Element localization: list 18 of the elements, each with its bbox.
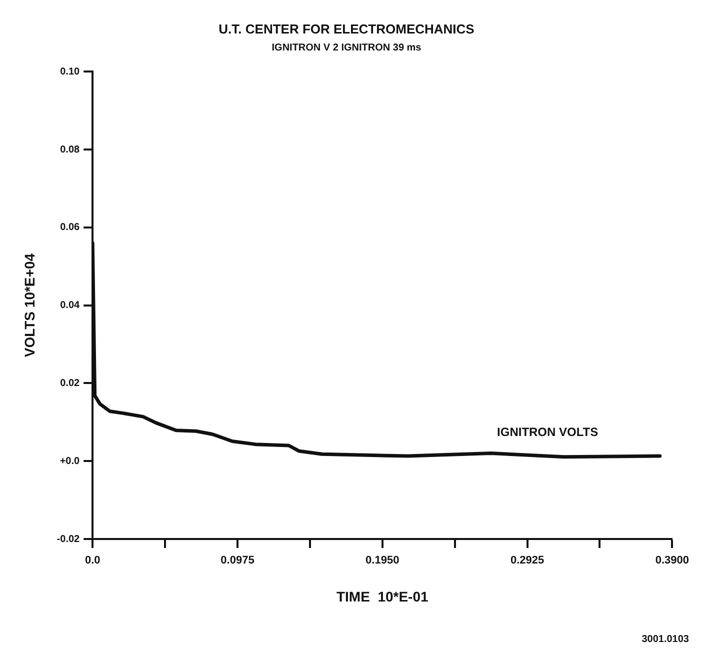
text: 3001.0103	[642, 634, 690, 645]
x-tick-label: 0.0975	[220, 554, 254, 567]
x-tick-label: 0.1950	[366, 554, 400, 567]
y-tick-label: 0.06	[60, 222, 80, 234]
chart-subtitle: IGNITRON V 2 IGNITRON 39 ms	[272, 42, 422, 54]
x-axis-title: TIME 10*E-01	[336, 588, 428, 604]
chart-title: U.T. CENTER FOR ELECTROMECHANICS	[218, 21, 475, 36]
x-tick-label: 0.3900	[655, 554, 690, 567]
annotation: IGNITRON VOLTS	[497, 424, 598, 439]
y-tick-label: 0.08	[60, 144, 80, 156]
x-tick-label: 0.0	[84, 554, 100, 567]
y-tick-label: 0.04	[60, 300, 80, 312]
y-tick-label: -0.02	[56, 534, 80, 545]
y-tick-label: +0.0	[60, 456, 80, 467]
y-tick-label: 0.10	[60, 66, 80, 78]
x-tick-label: 0.2925	[510, 554, 544, 567]
y-axis-title: VOLTS 10*E+04	[21, 253, 38, 358]
y-tick-label: 0.02	[60, 378, 80, 389]
